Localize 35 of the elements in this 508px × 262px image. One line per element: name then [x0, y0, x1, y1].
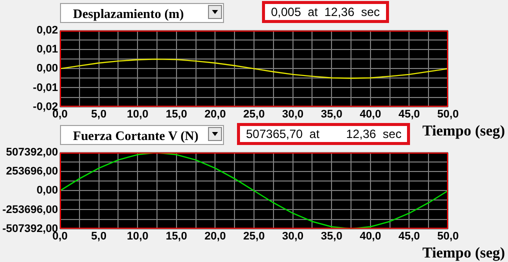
x-tick-label: 25,0	[243, 108, 265, 120]
chart-title: Fuerza Cortante V (N)	[73, 128, 199, 144]
y-tick-label: 507392,00	[6, 146, 58, 159]
y-tick-label: 0,01	[36, 44, 58, 56]
x-tick-label: 45,0	[398, 108, 420, 120]
x-tick-label: 10,0	[126, 108, 148, 120]
x-tick-label: 20,0	[204, 108, 226, 120]
x-tick-label: 40,0	[360, 108, 382, 120]
y-tick-label: 0,02	[36, 24, 58, 37]
x-tick-label: 50,0	[437, 230, 459, 242]
x-axis-title: Tiempo (seg)	[422, 245, 505, 262]
y-tick-label: -0,01	[32, 82, 58, 94]
text: 507365,70 at 12,36 sec	[237, 123, 410, 145]
x-tick-label: 15,0	[166, 230, 188, 242]
y-tick-label: 0,00	[36, 62, 58, 75]
x-tick-label: 30,0	[282, 230, 304, 242]
y-tick-label: 0,00	[36, 184, 58, 197]
x-tick-label: 20,0	[204, 230, 226, 242]
x-tick-label: 35,0	[320, 108, 342, 120]
x-tick-label: 0,0	[52, 230, 68, 242]
y-tick-label: 253696,00	[6, 166, 58, 178]
x-axis-title: Tiempo (seg)	[422, 123, 505, 140]
chart-title: Desplazamiento (m)	[73, 6, 184, 22]
x-tick-label: 50,0	[437, 108, 459, 120]
x-tick-label: 40,0	[360, 230, 382, 242]
x-tick-label: 25,0	[243, 230, 265, 242]
x-tick-label: 35,0	[320, 230, 342, 242]
y-tick-label: -253696,00	[2, 204, 58, 216]
x-tick-label: 45,0	[398, 230, 420, 242]
x-tick-label: 5,0	[91, 230, 106, 242]
x-tick-label: 30,0	[282, 108, 304, 120]
x-tick-label: 5,0	[91, 108, 106, 120]
text: 0,005 at 12,36 sec	[262, 1, 389, 23]
x-tick-label: 15,0	[166, 108, 188, 120]
x-tick-label: 10,0	[126, 230, 148, 242]
